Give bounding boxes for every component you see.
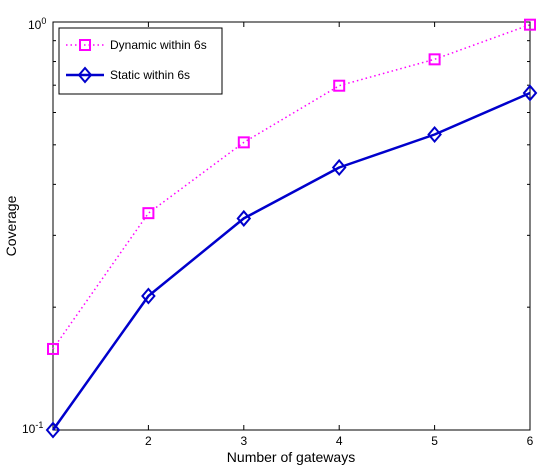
x-tick-label: 5	[431, 434, 438, 448]
y-tick-labels: 100 10-1	[22, 16, 46, 436]
legend-marker-dynamic	[79, 39, 91, 51]
x-tick-labels: 2 3 4 5 6	[145, 434, 534, 448]
x-tick-label: 4	[336, 434, 343, 448]
data-point-diamond	[236, 209, 252, 227]
data-point-square	[237, 136, 250, 149]
y-tick-label-top: 100	[28, 16, 46, 32]
data-point-square	[142, 207, 155, 220]
data-point-diamond	[45, 421, 61, 439]
data-point-diamond	[427, 125, 442, 144]
series-group	[45, 18, 538, 439]
x-tick-label: 6	[527, 434, 534, 448]
y-tick-top-exp: 0	[41, 16, 46, 26]
data-point-square	[333, 79, 346, 92]
legend-marker-static	[77, 66, 93, 84]
legend: Dynamic within 6s Static within 6s	[58, 27, 223, 95]
y-tick-top-base: 10	[28, 18, 42, 32]
data-point-square	[47, 342, 59, 355]
y-tick-bottom-exp: -1	[35, 420, 43, 430]
y-tick-label-bottom: 10-1	[22, 420, 43, 436]
legend-label-dynamic: Dynamic within 6s	[110, 38, 207, 52]
data-point-diamond	[331, 158, 347, 177]
data-point-square	[524, 18, 536, 31]
data-point-diamond	[141, 287, 156, 305]
y-axis-label: Coverage	[3, 195, 19, 256]
axis-ticks	[53, 22, 530, 430]
data-point-square	[428, 53, 441, 66]
y-tick-bottom-base: 10	[22, 422, 36, 436]
legend-label-static: Static within 6s	[110, 68, 190, 82]
data-point-diamond	[522, 84, 538, 102]
series-line-1	[51, 91, 531, 431]
x-tick-label: 2	[145, 434, 152, 448]
x-tick-label: 3	[240, 434, 247, 448]
x-axis-label: Number of gateways	[227, 449, 355, 465]
